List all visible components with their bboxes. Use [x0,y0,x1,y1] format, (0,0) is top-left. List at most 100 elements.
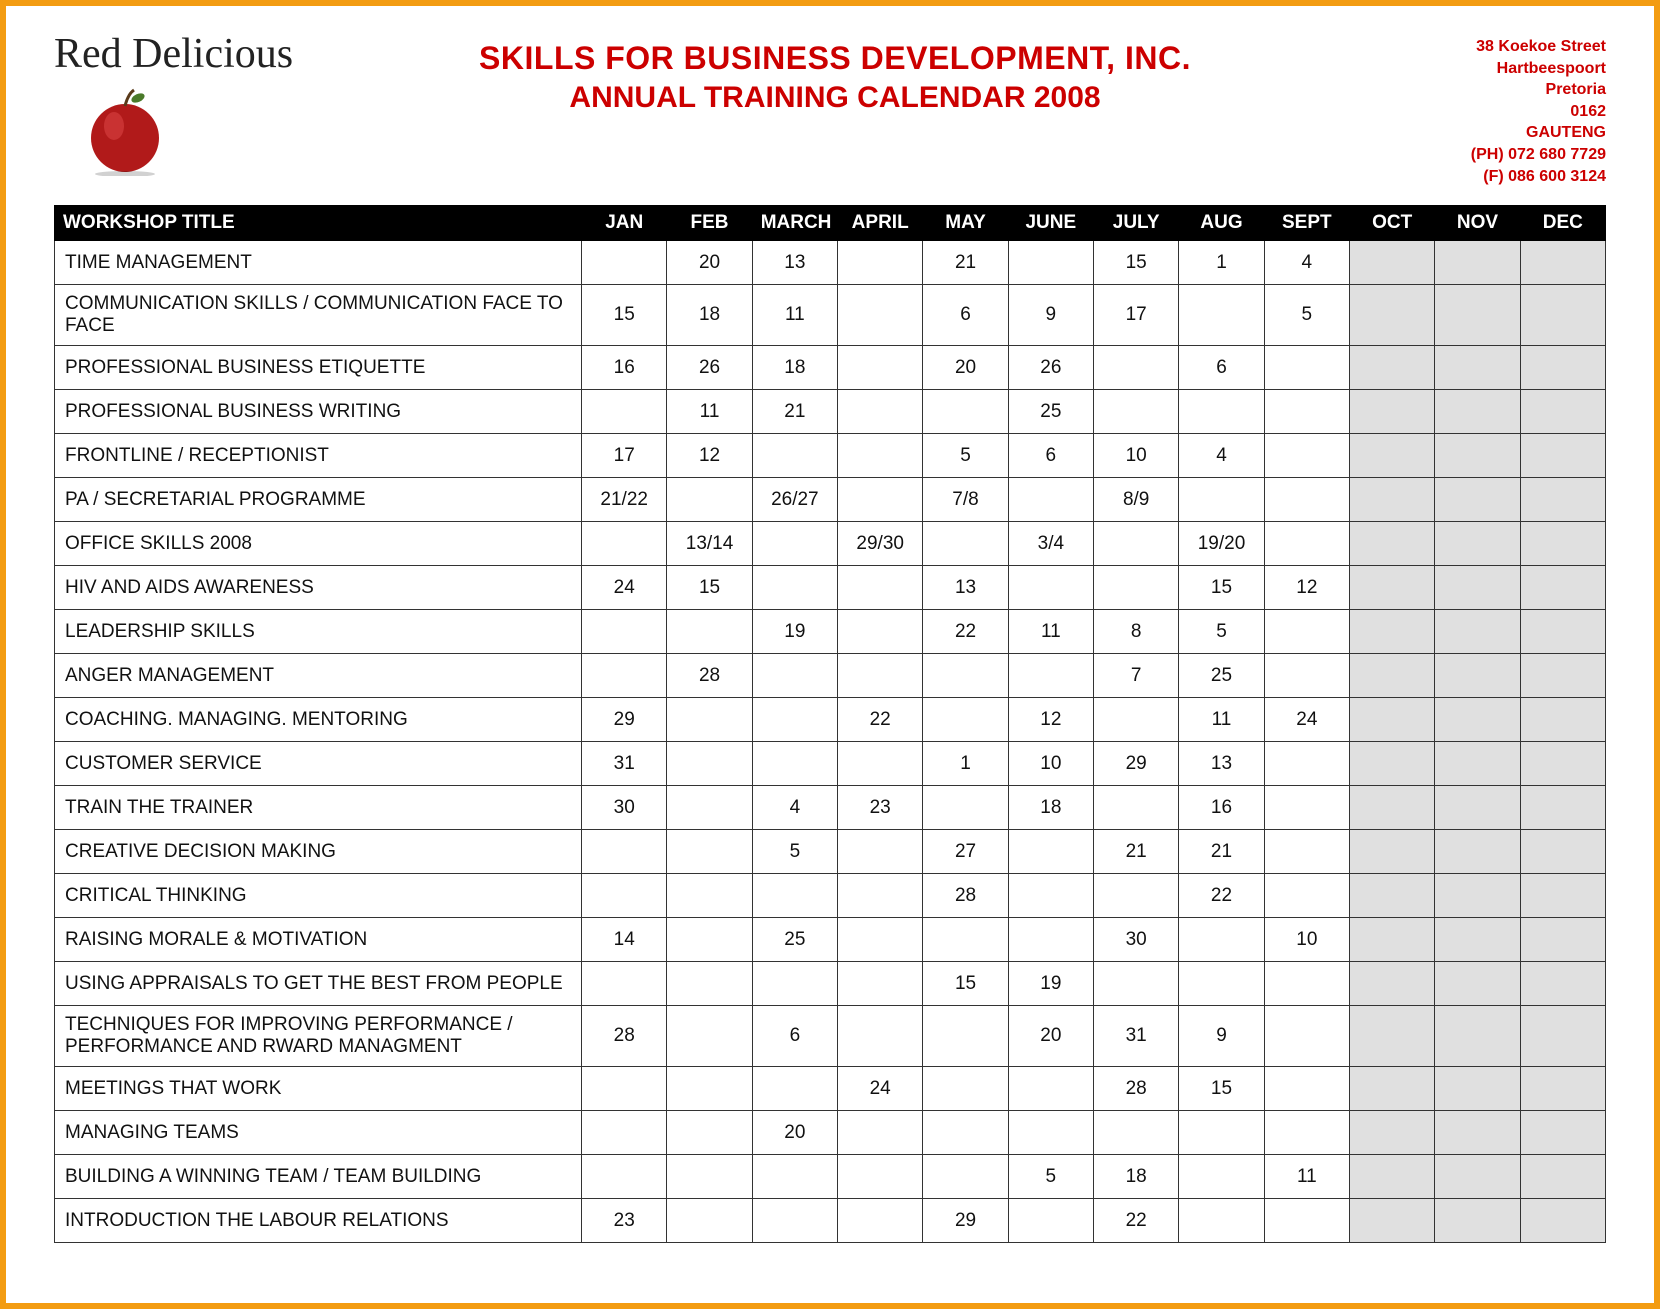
date-cell [1179,1199,1264,1243]
date-cell [1435,962,1520,1006]
date-cell [1349,241,1434,285]
table-row: COACHING. MANAGING. MENTORING2922121124 [55,698,1606,742]
date-cell [752,434,837,478]
date-cell: 21/22 [582,478,667,522]
date-cell [1008,654,1093,698]
date-cell [582,1111,667,1155]
date-cell: 6 [752,1006,837,1067]
date-cell [667,1006,752,1067]
date-cell [752,698,837,742]
date-cell: 25 [1008,390,1093,434]
table-head: WORKSHOP TITLEJANFEBMARCHAPRILMAYJUNEJUL… [55,206,1606,241]
date-cell [1435,566,1520,610]
date-cell [1349,522,1434,566]
date-cell [582,654,667,698]
date-cell [667,1155,752,1199]
date-cell [1179,285,1264,346]
date-cell: 18 [1094,1155,1179,1199]
date-cell [838,1006,923,1067]
date-cell [582,1067,667,1111]
date-cell [1264,478,1349,522]
date-cell [1435,522,1520,566]
date-cell: 20 [667,241,752,285]
date-cell [1008,566,1093,610]
date-cell: 15 [667,566,752,610]
date-cell [1349,1155,1434,1199]
brand-name: Red Delicious [54,30,324,78]
date-cell [838,1199,923,1243]
table-row: ANGER MANAGEMENT28725 [55,654,1606,698]
date-cell [1179,962,1264,1006]
address-line: (PH) 072 680 7729 [1346,144,1606,166]
date-cell [1349,1111,1434,1155]
workshop-title-cell: COMMUNICATION SKILLS / COMMUNICATION FAC… [55,285,582,346]
workshop-title-cell: USING APPRAISALS TO GET THE BEST FROM PE… [55,962,582,1006]
date-cell [1435,1006,1520,1067]
table-row: FRONTLINE / RECEPTIONIST171256104 [55,434,1606,478]
date-cell [1435,390,1520,434]
date-cell [1264,786,1349,830]
col-header-month: JULY [1094,206,1179,241]
workshop-title-cell: CREATIVE DECISION MAKING [55,830,582,874]
workshop-title-cell: HIV AND AIDS AWARENESS [55,566,582,610]
workshop-title-cell: FRONTLINE / RECEPTIONIST [55,434,582,478]
workshop-title-cell: CUSTOMER SERVICE [55,742,582,786]
date-cell [1520,1155,1605,1199]
date-cell [1094,346,1179,390]
date-cell [923,1067,1008,1111]
date-cell [1520,346,1605,390]
date-cell [1264,962,1349,1006]
date-cell: 27 [923,830,1008,874]
date-cell: 5 [923,434,1008,478]
workshop-title-cell: OFFICE SKILLS 2008 [55,522,582,566]
date-cell [1264,654,1349,698]
date-cell: 10 [1008,742,1093,786]
date-cell [838,1111,923,1155]
date-cell: 29/30 [838,522,923,566]
date-cell [1349,285,1434,346]
date-cell [1264,346,1349,390]
table-row: CREATIVE DECISION MAKING5272121 [55,830,1606,874]
date-cell: 11 [752,285,837,346]
date-cell [1435,610,1520,654]
col-header-month: AUG [1179,206,1264,241]
date-cell [838,610,923,654]
table-row: LEADERSHIP SKILLS19221185 [55,610,1606,654]
workshop-title-cell: LEADERSHIP SKILLS [55,610,582,654]
date-cell [1435,742,1520,786]
workshop-title-cell: PA / SECRETARIAL PROGRAMME [55,478,582,522]
date-cell [1349,390,1434,434]
date-cell [1349,1067,1434,1111]
date-cell: 6 [923,285,1008,346]
date-cell: 18 [1008,786,1093,830]
date-cell: 18 [752,346,837,390]
date-cell [1435,1199,1520,1243]
date-cell [1520,1006,1605,1067]
title-line-1: SKILLS FOR BUSINESS DEVELOPMENT, INC. [324,40,1346,77]
col-header-month: DEC [1520,206,1605,241]
date-cell [923,786,1008,830]
date-cell [667,698,752,742]
date-cell [1349,962,1434,1006]
date-cell [752,962,837,1006]
workshop-title-cell: MANAGING TEAMS [55,1111,582,1155]
date-cell [838,434,923,478]
col-header-month: APRIL [838,206,923,241]
date-cell [1179,478,1264,522]
header-center: SKILLS FOR BUSINESS DEVELOPMENT, INC. AN… [324,30,1346,115]
date-cell: 6 [1179,346,1264,390]
date-cell [582,1155,667,1199]
col-header-month: NOV [1435,206,1520,241]
date-cell [1520,1111,1605,1155]
date-cell: 28 [923,874,1008,918]
date-cell: 14 [582,918,667,962]
date-cell: 13 [752,241,837,285]
col-header-month: JUNE [1008,206,1093,241]
date-cell [752,742,837,786]
date-cell: 22 [923,610,1008,654]
date-cell: 18 [667,285,752,346]
date-cell [667,830,752,874]
date-cell [1094,522,1179,566]
date-cell [1349,566,1434,610]
date-cell [1349,1006,1434,1067]
